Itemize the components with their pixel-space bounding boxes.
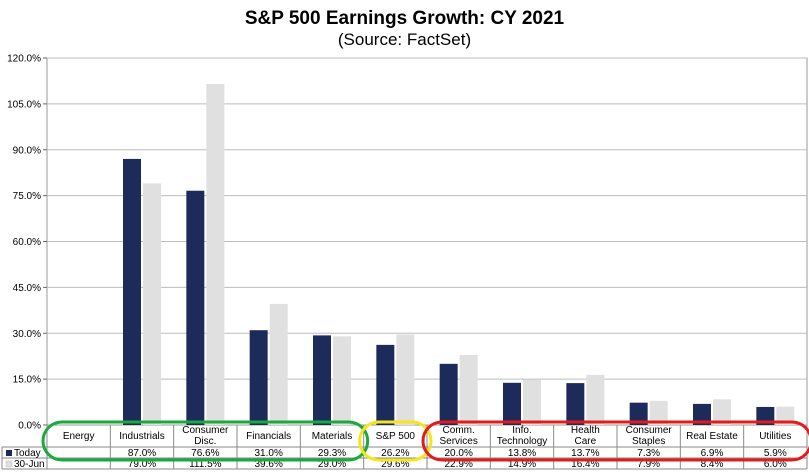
bar-30-jun bbox=[396, 334, 415, 425]
category-label: Real Estate bbox=[686, 431, 738, 442]
y-tick-label: 60.0% bbox=[13, 237, 41, 248]
category-label: Care bbox=[574, 436, 596, 447]
y-tick-label: 0.0% bbox=[18, 421, 41, 432]
category-label: Technology bbox=[497, 436, 548, 447]
data-label: 29.0% bbox=[318, 459, 346, 470]
category-label: Info. bbox=[512, 425, 531, 436]
bar-today bbox=[249, 330, 268, 425]
bar-30-jun bbox=[586, 374, 605, 425]
category-label: Utilities bbox=[759, 431, 791, 442]
data-label: 7.3% bbox=[637, 448, 660, 459]
y-tick-label: 45.0% bbox=[13, 283, 41, 294]
data-label: 31.0% bbox=[254, 448, 282, 459]
category-label: Energy bbox=[63, 431, 95, 442]
bar-today bbox=[376, 344, 395, 425]
category-label: Industrials bbox=[119, 431, 165, 442]
bar-today bbox=[629, 402, 648, 425]
category-label: Consumer bbox=[182, 425, 229, 436]
data-label: 79.0% bbox=[128, 459, 156, 470]
bar-today bbox=[123, 158, 141, 426]
bar-30-jun bbox=[713, 399, 731, 425]
y-tick-label: 30.0% bbox=[13, 329, 41, 340]
data-label: 111.5% bbox=[189, 459, 222, 470]
data-label: 14.9% bbox=[508, 459, 536, 470]
highlight-oval bbox=[358, 420, 433, 462]
data-label: 29.6% bbox=[381, 459, 409, 470]
y-tick-label: 90.0% bbox=[13, 145, 41, 156]
bar-30-jun bbox=[459, 354, 478, 425]
data-label: 76.6% bbox=[191, 448, 219, 459]
bar-today bbox=[313, 335, 331, 425]
highlight-oval bbox=[41, 420, 370, 462]
data-label: 39.6% bbox=[254, 459, 282, 470]
y-tick-label: 15.0% bbox=[13, 375, 41, 386]
y-tick-label: 120.0% bbox=[7, 54, 41, 65]
bar-30-jun bbox=[269, 303, 288, 425]
data-label: 6.0% bbox=[764, 459, 787, 470]
y-tick-label: 105.0% bbox=[7, 99, 41, 110]
category-label: Disc. bbox=[194, 436, 216, 447]
data-label: 26.2% bbox=[381, 448, 409, 459]
bar-30-jun bbox=[523, 379, 541, 425]
y-tick-label: 75.0% bbox=[13, 191, 41, 202]
legend-label: Today bbox=[14, 448, 41, 459]
legend-swatch bbox=[6, 450, 12, 456]
legend-swatch bbox=[5, 460, 13, 468]
data-label: 7.9% bbox=[637, 459, 660, 470]
category-label: Health bbox=[571, 425, 600, 436]
category-label: Consumer bbox=[626, 425, 673, 436]
bar-today bbox=[186, 190, 205, 425]
bar-today bbox=[503, 382, 521, 425]
chart-subtitle: (Source: FactSet) bbox=[337, 30, 472, 49]
highlight-oval bbox=[421, 420, 809, 462]
category-label: Materials bbox=[312, 431, 353, 442]
data-label: 29.3% bbox=[318, 448, 346, 459]
legend-label: 30-Jun bbox=[14, 459, 45, 470]
data-label: 13.7% bbox=[571, 448, 599, 459]
data-label: 22.9% bbox=[444, 459, 472, 470]
data-label: 87.0% bbox=[128, 448, 156, 459]
category-label: S&P 500 bbox=[376, 431, 416, 442]
bar-30-jun bbox=[649, 400, 668, 425]
data-label: 16.4% bbox=[571, 459, 599, 470]
chart-title: S&P 500 Earnings Growth: CY 2021 bbox=[244, 8, 565, 29]
bar-30-jun bbox=[776, 406, 795, 425]
bar-today bbox=[756, 406, 775, 425]
bar-today bbox=[439, 363, 458, 425]
bar-30-jun bbox=[143, 183, 161, 425]
category-label: Services bbox=[439, 436, 477, 447]
data-label: 13.8% bbox=[508, 448, 536, 459]
data-label: 6.9% bbox=[701, 448, 724, 459]
category-label: Staples bbox=[632, 436, 665, 447]
bar-30-jun bbox=[206, 83, 225, 425]
data-label: 8.4% bbox=[701, 459, 724, 470]
bar-today bbox=[693, 403, 711, 425]
bar-today bbox=[566, 383, 585, 425]
data-label: 20.0% bbox=[444, 448, 472, 459]
bar-30-jun bbox=[333, 336, 351, 425]
category-label: Comm. bbox=[443, 425, 475, 436]
data-label: 5.9% bbox=[764, 448, 787, 459]
category-label: Financials bbox=[246, 431, 291, 442]
